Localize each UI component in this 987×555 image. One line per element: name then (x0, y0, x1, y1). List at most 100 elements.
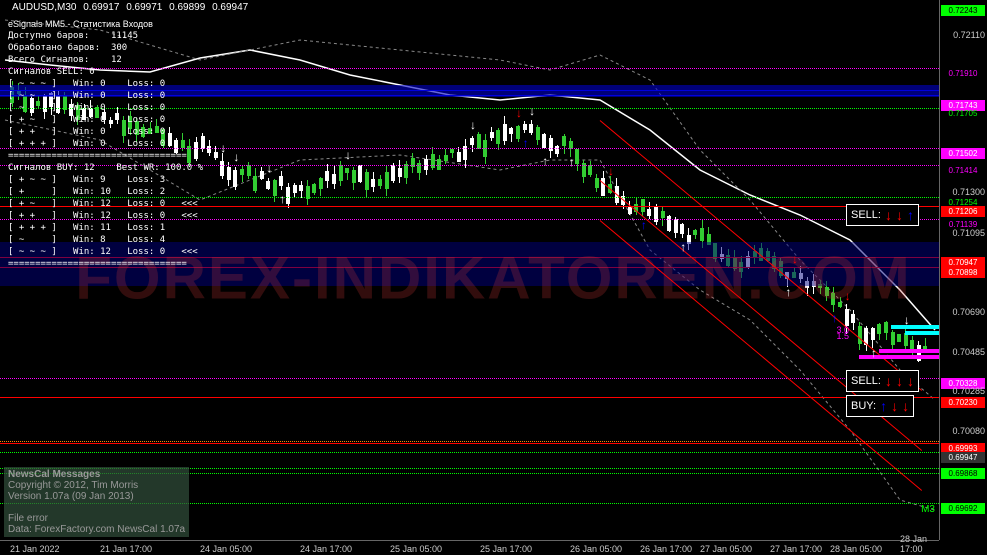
vol-bar (905, 331, 939, 335)
candle (910, 336, 914, 357)
open: 0.69917 (83, 2, 119, 13)
candle (608, 176, 612, 194)
candle (864, 326, 868, 351)
marker-down-icon: ↓ (516, 106, 522, 120)
marker-up-icon: ↑ (871, 346, 877, 360)
stats-row: [ ~ ~ ] Win: 0 Loss: 0 (8, 90, 203, 102)
y-tick: 0.71705 (941, 108, 985, 119)
candle (490, 127, 494, 141)
arrow-down-icon: ↓ (885, 207, 892, 223)
y-tick: 0.69947 (941, 452, 985, 463)
stats-row: [ + ] Win: 10 Loss: 2 (8, 186, 203, 198)
marker-down-icon: ↓ (233, 150, 239, 164)
y-tick: 0.71502 (941, 148, 985, 159)
x-tick: 26 Jan 17:00 (640, 544, 692, 554)
y-tick: 0.70230 (941, 397, 985, 408)
candle (371, 172, 375, 192)
candle (352, 167, 356, 190)
candle (273, 179, 277, 202)
stats-row: ================================= (8, 258, 203, 270)
stats-title: eSignals MM5 - Статистика Входов (8, 18, 203, 30)
stats-row: [ + ~ ~ ] Win: 9 Loss: 3 (8, 174, 203, 186)
x-tick: 28 Jan 17:00 (900, 534, 939, 554)
y-tick: 0.71300 (941, 187, 985, 197)
y-tick: 0.71095 (941, 228, 985, 238)
signal-label: SELL: (851, 375, 881, 387)
y-tick: 0.70898 (941, 267, 985, 278)
stats-row: [ ~ ~ ~ ] Win: 0 Loss: 0 (8, 78, 203, 90)
stats-row: ================================= (8, 150, 203, 162)
marker-down-icon: ↓ (904, 313, 910, 327)
signal-box: SELL:↓↓↓ (846, 370, 919, 392)
candle (680, 223, 684, 238)
candle (437, 155, 441, 170)
candle (398, 160, 402, 183)
stats-row: Доступно баров: 11145 (8, 30, 203, 42)
stats-row: [ + + ] Win: 12 Loss: 0 <<< (8, 210, 203, 222)
marker-down-icon: ↓ (608, 164, 614, 178)
y-tick: 0.71910 (941, 68, 985, 79)
y-tick: 0.71414 (941, 165, 985, 176)
marker-down-icon: ↓ (220, 141, 226, 155)
instrument-info: AUDUSD,M30 0.69917 0.69971 0.69899 0.699… (12, 2, 252, 13)
candle (378, 175, 382, 190)
x-tick: 27 Jan 05:00 (700, 544, 752, 554)
x-tick: 21 Jan 17:00 (100, 544, 152, 554)
stats-row: Сигналов SELL: 0 (8, 66, 203, 78)
candle (562, 134, 566, 154)
candle (851, 310, 855, 330)
candle (220, 153, 224, 179)
candle (470, 136, 474, 151)
low: 0.69899 (169, 2, 205, 13)
x-tick: 24 Jan 05:00 (200, 544, 252, 554)
vol-label: 1.5 (836, 331, 849, 341)
news-line: File error (8, 513, 185, 524)
x-axis: 21 Jan 202221 Jan 17:0024 Jan 05:0024 Ja… (0, 540, 939, 555)
candle (253, 168, 257, 193)
news-line: Data: ForexFactory.com NewsCal 1.07a (8, 524, 185, 535)
marker-down-icon: ↓ (470, 118, 476, 132)
x-tick: 28 Jan 05:00 (830, 544, 882, 554)
signal-box: BUY:↑↓↓ (846, 395, 914, 417)
arrow-down-icon: ↓ (896, 207, 903, 223)
candle (385, 165, 389, 196)
candle (319, 177, 323, 195)
candle (483, 134, 487, 164)
h-line (0, 452, 939, 453)
candle (871, 327, 875, 348)
stats-row: [ + ~ ] Win: 12 Loss: 0 <<< (8, 198, 203, 210)
marker-down-icon: ↓ (345, 148, 351, 162)
marker-down-icon: ↓ (266, 161, 272, 175)
signal-label: SELL: (851, 209, 881, 221)
stats-panel: eSignals MM5 - Статистика ВходовДоступно… (8, 18, 203, 270)
stats-row: [ ~ ] Win: 0 Loss: 0 (8, 102, 203, 114)
candle (312, 183, 316, 195)
candle (555, 145, 559, 157)
h-line (0, 443, 939, 444)
candle (641, 199, 645, 216)
candle (365, 169, 369, 198)
candle (884, 321, 888, 340)
candle (516, 125, 520, 142)
stats-row: Всего Сигналов: 12 (8, 54, 203, 66)
news-title: NewsCal Messages (8, 469, 185, 480)
marker-up-icon: ↑ (785, 285, 791, 299)
y-tick: 0.69692 (941, 503, 985, 514)
candle (496, 128, 500, 150)
marker-up-icon: ↑ (831, 311, 837, 325)
candle (233, 167, 237, 189)
arrow-up-icon: ↑ (907, 207, 914, 223)
news-line: Copyright © 2012, Tim Morris (8, 480, 185, 491)
arrow-up-icon: ↑ (880, 398, 887, 414)
candle (325, 164, 329, 188)
candle (345, 168, 349, 180)
x-tick: 21 Jan 2022 (10, 544, 60, 554)
y-tick: 0.70690 (941, 307, 985, 317)
vol-bar (891, 325, 939, 329)
candle (897, 334, 901, 342)
y-tick: 0.70285 (941, 386, 985, 396)
candle (542, 133, 546, 148)
candle (306, 180, 310, 205)
marker-down-icon: ↓ (529, 104, 535, 118)
news-line: Version 1.07a (09 Jan 2013) (8, 491, 185, 502)
